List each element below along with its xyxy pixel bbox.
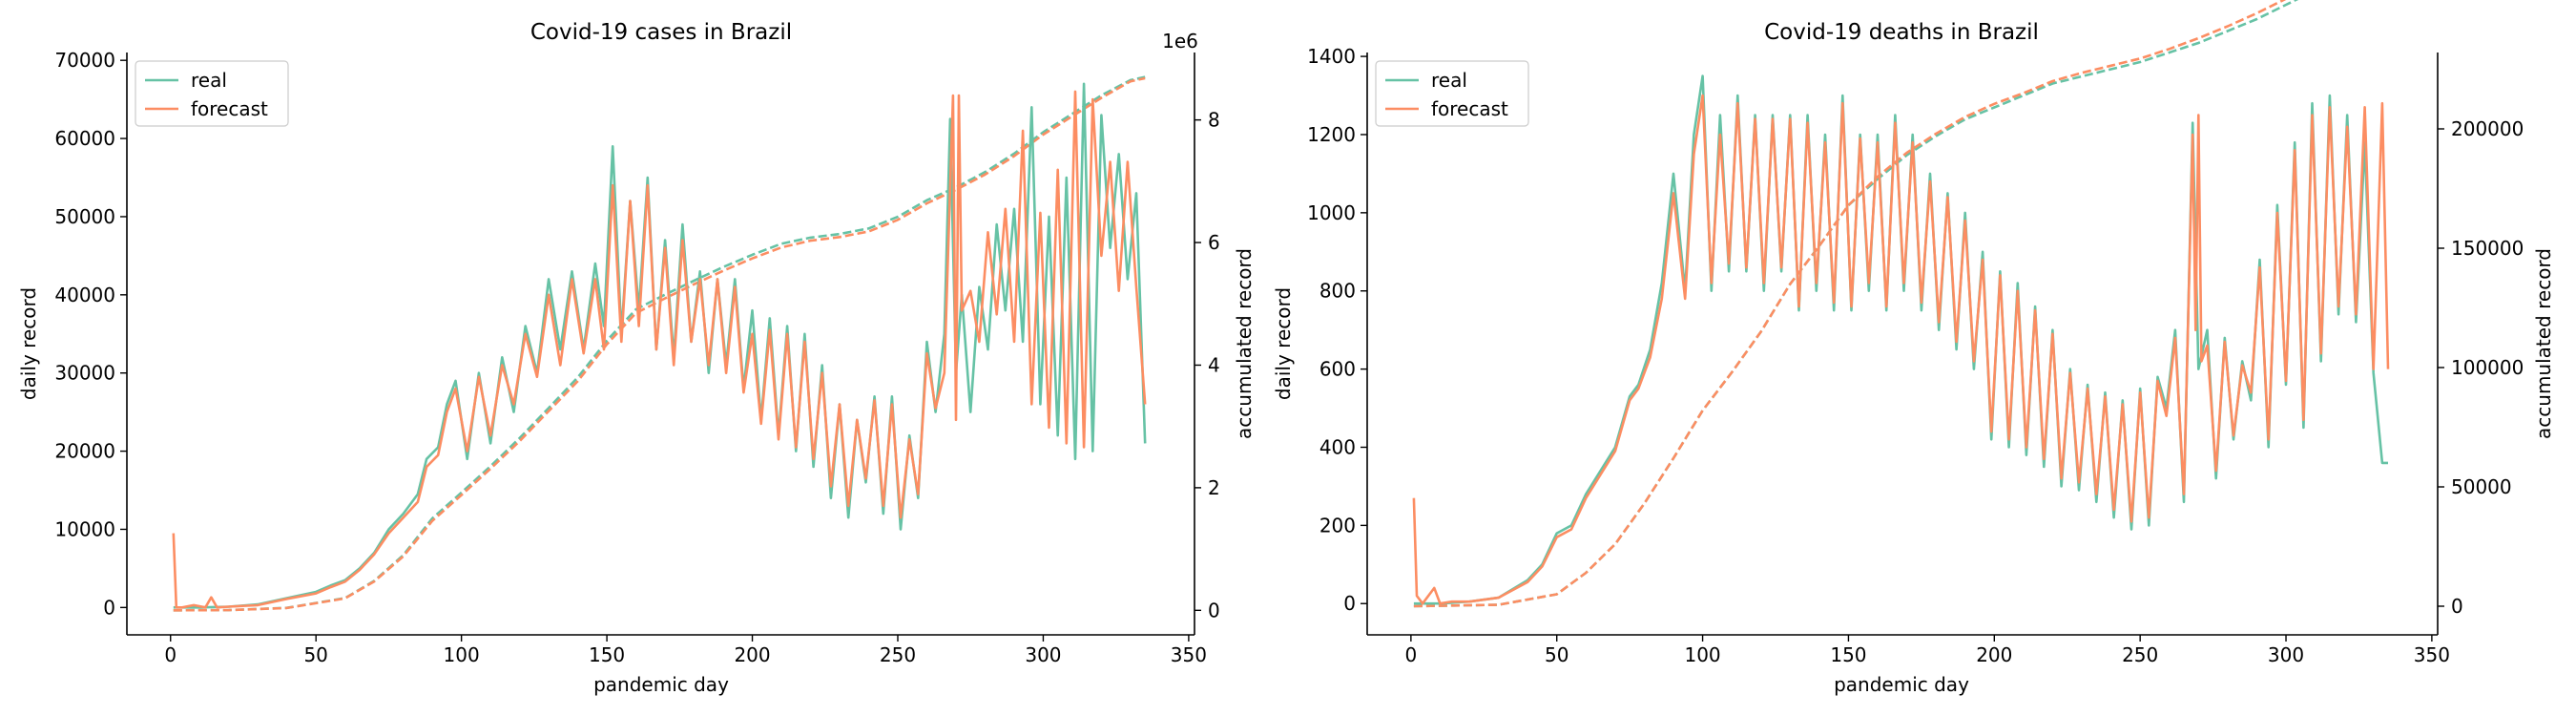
deaths-chart-title: Covid-19 deaths in Brazil xyxy=(1764,20,2039,45)
cases-y-tick-label: 10000 xyxy=(54,517,115,540)
cases-x-axis-label: pandemic day xyxy=(593,673,729,696)
deaths-y-tick-label: 0 xyxy=(1343,592,1356,615)
deaths-forecast-accumulated-line xyxy=(1413,0,2287,608)
deaths-y2-axis-label: accumulated record xyxy=(2532,248,2555,439)
cases-forecast-accumulated-line xyxy=(173,76,1146,612)
cases-y-tick-label: 60000 xyxy=(54,127,115,150)
deaths-x-tick-label: 150 xyxy=(1830,643,1866,666)
cases-y2-tick-label: 6 xyxy=(1208,231,1220,254)
cases-x-tick-label: 150 xyxy=(589,643,625,666)
cases-real-daily-line xyxy=(173,82,1147,609)
deaths-y-tick-label: 600 xyxy=(1319,358,1356,381)
deaths-y2-tick-label: 150000 xyxy=(2451,237,2524,260)
deaths-chart-panel: Covid-19 deaths in Brazil pandemic day d… xyxy=(1272,0,2555,696)
cases-y-tick-label: 0 xyxy=(103,596,115,619)
deaths-legend: real forecast xyxy=(1375,60,1529,127)
deaths-y-tick-label: 400 xyxy=(1319,435,1356,458)
deaths-x-tick-label: 200 xyxy=(1976,643,2012,666)
cases-x-tick-label: 350 xyxy=(1171,643,1207,666)
cases-y2-tick-label: 8 xyxy=(1208,109,1220,132)
deaths-y2-tick-label: 50000 xyxy=(2451,475,2512,498)
deaths-y2-tick-label: 0 xyxy=(2451,595,2463,618)
deaths-y-tick-label: 1200 xyxy=(1307,123,1356,146)
cases-x-tick-label: 100 xyxy=(444,643,480,666)
cases-legend-label-real: real xyxy=(191,69,227,92)
cases-chart-panel: Covid-19 cases in Brazil pandemic day da… xyxy=(17,20,1256,696)
cases-y2-offset-text: 1e6 xyxy=(1162,30,1198,53)
deaths-x-tick-label: 0 xyxy=(1404,643,1417,666)
deaths-real-daily-line xyxy=(1413,74,2388,605)
deaths-legend-label-real: real xyxy=(1431,69,1467,92)
cases-y-tick-label: 70000 xyxy=(54,49,115,72)
cases-y2-tick-label: 4 xyxy=(1208,353,1220,376)
deaths-x-tick-label: 350 xyxy=(2414,643,2450,666)
deaths-y-tick-label: 1000 xyxy=(1307,201,1356,224)
deaths-x-tick-label: 100 xyxy=(1684,643,1720,666)
deaths-y-tick-label: 200 xyxy=(1319,514,1356,537)
deaths-x-axis-label: pandemic day xyxy=(1834,673,1969,696)
cases-legend: real forecast xyxy=(135,60,289,127)
cases-y-tick-label: 30000 xyxy=(54,362,115,385)
cases-y2-tick-label: 2 xyxy=(1208,476,1220,499)
cases-x-tick-label: 200 xyxy=(734,643,770,666)
deaths-legend-label-forecast: forecast xyxy=(1431,97,1508,120)
cases-x-tick-label: 50 xyxy=(303,643,327,666)
cases-y-tick-label: 50000 xyxy=(54,205,115,228)
cases-legend-label-forecast: forecast xyxy=(191,97,268,120)
deaths-y-tick-label: 800 xyxy=(1319,280,1356,303)
deaths-y2-tick-label: 100000 xyxy=(2451,356,2524,379)
deaths-forecast-daily-line xyxy=(1412,94,2390,605)
cases-y-tick-label: 40000 xyxy=(54,284,115,306)
cases-y-tick-label: 20000 xyxy=(54,440,115,463)
cases-x-tick-label: 250 xyxy=(880,643,916,666)
deaths-y-axis-label: daily record xyxy=(1272,287,1295,400)
cases-y2-tick-label: 0 xyxy=(1208,599,1220,621)
deaths-y-tick-label: 1400 xyxy=(1307,45,1356,68)
cases-x-tick-label: 300 xyxy=(1025,643,1061,666)
deaths-x-tick-label: 250 xyxy=(2122,643,2158,666)
deaths-x-tick-label: 300 xyxy=(2268,643,2304,666)
cases-y2-axis-label: accumulated record xyxy=(1233,248,1256,439)
deaths-y2-tick-label: 200000 xyxy=(2451,117,2524,140)
cases-chart-title: Covid-19 cases in Brazil xyxy=(530,20,792,45)
cases-x-tick-label: 0 xyxy=(164,643,177,666)
deaths-real-accumulated-line xyxy=(1413,0,2299,608)
cases-real-accumulated-line xyxy=(173,75,1146,612)
deaths-x-tick-label: 50 xyxy=(1545,643,1568,666)
cases-y-axis-label: daily record xyxy=(17,287,40,400)
cases-forecast-daily-line xyxy=(172,90,1147,609)
